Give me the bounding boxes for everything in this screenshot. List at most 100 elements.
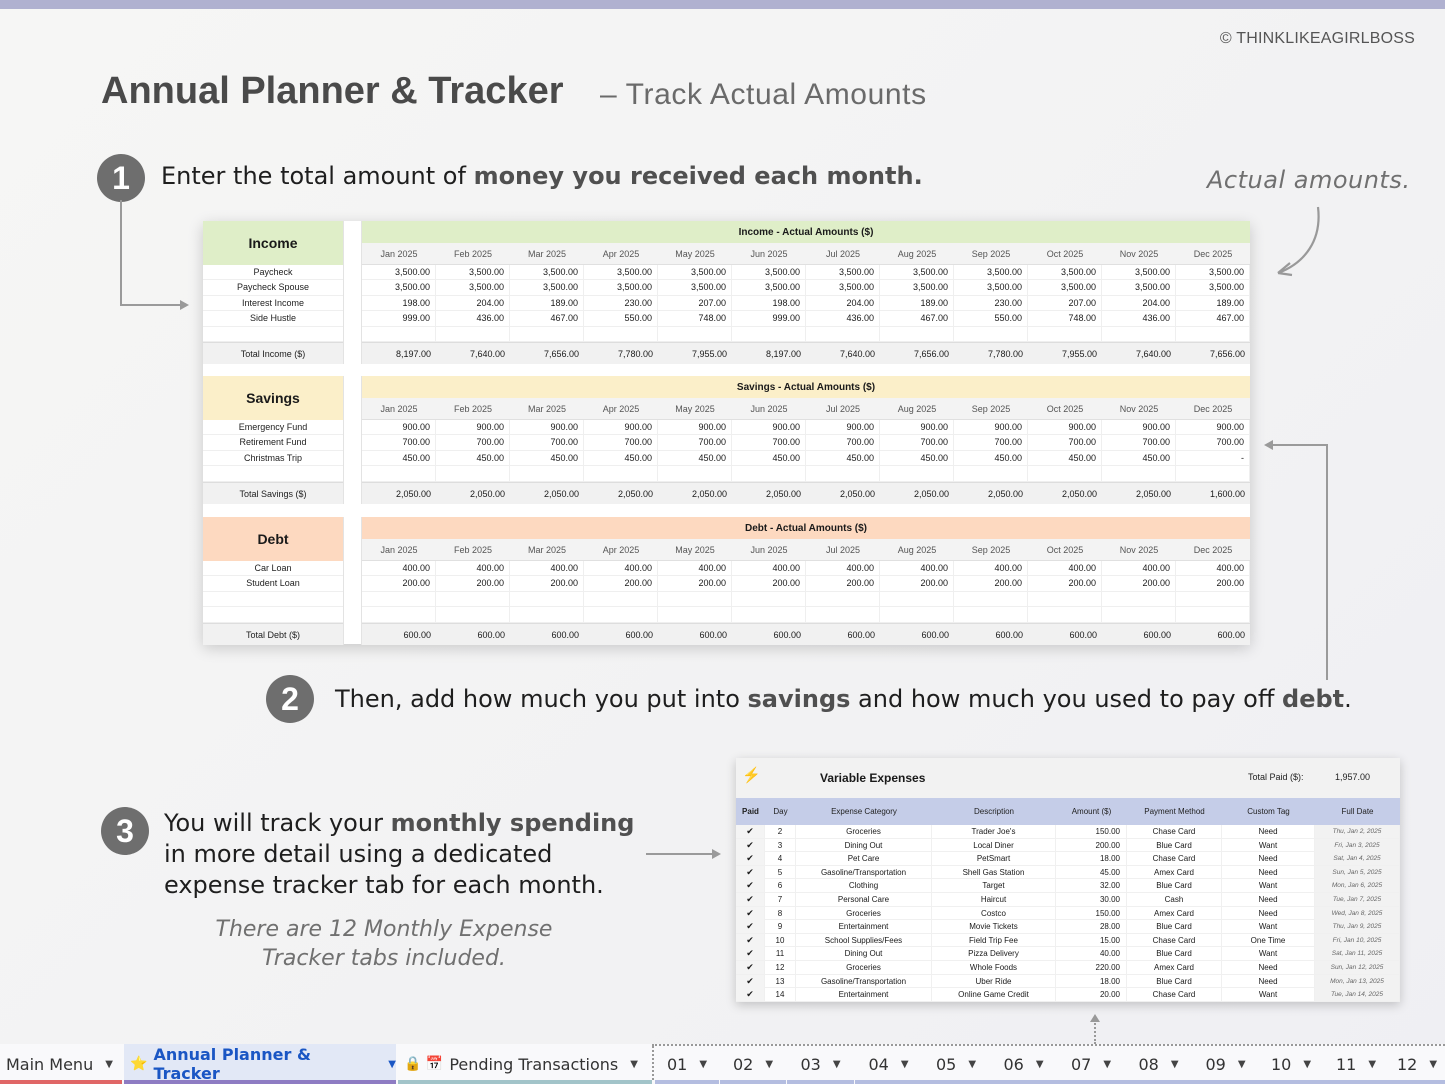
- value-cell[interactable]: 3,500.00: [954, 280, 1028, 296]
- value-cell[interactable]: 450.00: [880, 450, 954, 466]
- value-cell[interactable]: 3,500.00: [1028, 280, 1102, 296]
- value-cell[interactable]: 400.00: [1028, 561, 1102, 576]
- value-cell[interactable]: 999.00: [732, 311, 806, 327]
- chevron-down-icon[interactable]: ▼: [968, 1058, 977, 1070]
- value-cell[interactable]: [1028, 591, 1102, 607]
- value-cell[interactable]: 400.00: [362, 561, 436, 576]
- value-cell[interactable]: 450.00: [436, 450, 510, 466]
- amount-cell[interactable]: 220.00: [1056, 960, 1127, 974]
- sheet-tab-08[interactable]: 08 ▼: [1125, 1044, 1192, 1084]
- value-cell[interactable]: [732, 591, 806, 607]
- chevron-down-icon[interactable]: ▼: [388, 1058, 396, 1070]
- category-cell[interactable]: Dining Out: [796, 947, 932, 961]
- sheet-tab-10[interactable]: 10 ▼: [1259, 1044, 1323, 1084]
- custom-tag-cell[interactable]: Want: [1222, 947, 1315, 961]
- value-cell[interactable]: 700.00: [806, 435, 880, 451]
- row-label[interactable]: Interest Income: [203, 296, 343, 312]
- value-cell[interactable]: 400.00: [954, 561, 1028, 576]
- sheet-tab-06[interactable]: 06 ▼: [990, 1044, 1057, 1084]
- custom-tag-cell[interactable]: Want: [1222, 838, 1315, 852]
- value-cell[interactable]: 700.00: [362, 435, 436, 451]
- value-cell[interactable]: [436, 326, 510, 341]
- value-cell[interactable]: [1176, 591, 1250, 607]
- value-cell[interactable]: 700.00: [954, 435, 1028, 451]
- amount-cell[interactable]: 15.00: [1056, 933, 1127, 947]
- custom-tag-cell[interactable]: Want: [1222, 879, 1315, 893]
- sheet-tab-main-menu[interactable]: Main Menu ▼: [0, 1044, 122, 1084]
- paid-checkbox[interactable]: ✔: [736, 906, 765, 920]
- value-cell[interactable]: [732, 326, 806, 341]
- value-cell[interactable]: 207.00: [658, 295, 732, 311]
- payment-method-cell[interactable]: Blue Card: [1127, 838, 1222, 852]
- value-cell[interactable]: 550.00: [954, 311, 1028, 327]
- paid-checkbox[interactable]: ✔: [736, 988, 765, 1002]
- value-cell[interactable]: 198.00: [732, 295, 806, 311]
- value-cell[interactable]: 900.00: [732, 420, 806, 435]
- value-cell[interactable]: [1176, 607, 1250, 622]
- custom-tag-cell[interactable]: Need: [1222, 852, 1315, 866]
- value-cell[interactable]: 200.00: [1102, 576, 1176, 592]
- value-cell[interactable]: 3,500.00: [584, 265, 658, 280]
- day-cell[interactable]: 13: [765, 974, 796, 988]
- value-cell[interactable]: 200.00: [436, 576, 510, 592]
- row-label[interactable]: Retirement Fund: [203, 435, 343, 451]
- amount-cell[interactable]: 20.00: [1056, 988, 1127, 1002]
- value-cell[interactable]: 400.00: [1176, 561, 1250, 576]
- value-cell[interactable]: 700.00: [1028, 435, 1102, 451]
- value-cell[interactable]: [436, 591, 510, 607]
- value-cell[interactable]: 3,500.00: [1102, 280, 1176, 296]
- row-label[interactable]: Christmas Trip: [203, 451, 343, 467]
- value-cell[interactable]: 700.00: [732, 435, 806, 451]
- description-cell[interactable]: Costco: [932, 906, 1056, 920]
- amount-cell[interactable]: 32.00: [1056, 879, 1127, 893]
- sheet-tab-pending-transactions[interactable]: 🔒 📅 Pending Transactions ▼: [398, 1044, 652, 1084]
- value-cell[interactable]: [806, 466, 880, 481]
- value-cell[interactable]: 200.00: [584, 576, 658, 592]
- category-cell[interactable]: Groceries: [796, 906, 932, 920]
- value-cell[interactable]: 400.00: [880, 561, 954, 576]
- value-cell[interactable]: 900.00: [658, 420, 732, 435]
- description-cell[interactable]: Field Trip Fee: [932, 933, 1056, 947]
- value-cell[interactable]: 3,500.00: [436, 280, 510, 296]
- value-cell[interactable]: 700.00: [1102, 435, 1176, 451]
- value-cell[interactable]: 204.00: [806, 295, 880, 311]
- row-label[interactable]: [203, 327, 343, 342]
- value-cell[interactable]: 3,500.00: [436, 265, 510, 280]
- chevron-down-icon[interactable]: ▼: [630, 1058, 638, 1070]
- value-cell[interactable]: 400.00: [1102, 561, 1176, 576]
- description-cell[interactable]: Pizza Delivery: [932, 947, 1056, 961]
- value-cell[interactable]: [1102, 607, 1176, 622]
- value-cell[interactable]: 200.00: [806, 576, 880, 592]
- value-cell[interactable]: 3,500.00: [362, 265, 436, 280]
- category-cell[interactable]: Entertainment: [796, 920, 932, 934]
- value-cell[interactable]: [362, 326, 436, 341]
- value-cell[interactable]: 900.00: [1102, 420, 1176, 435]
- value-cell[interactable]: 200.00: [880, 576, 954, 592]
- value-cell[interactable]: 900.00: [362, 420, 436, 435]
- value-cell[interactable]: [880, 591, 954, 607]
- value-cell[interactable]: 3,500.00: [658, 265, 732, 280]
- chevron-down-icon[interactable]: ▼: [699, 1058, 708, 1070]
- value-cell[interactable]: 436.00: [1102, 311, 1176, 327]
- sheet-tab-12[interactable]: 12 ▼: [1389, 1044, 1445, 1084]
- value-cell[interactable]: 700.00: [1176, 435, 1250, 451]
- value-cell[interactable]: 3,500.00: [658, 280, 732, 296]
- value-cell[interactable]: 450.00: [584, 450, 658, 466]
- amount-cell[interactable]: 200.00: [1056, 838, 1127, 852]
- value-cell[interactable]: 200.00: [362, 576, 436, 592]
- value-cell[interactable]: 3,500.00: [954, 265, 1028, 280]
- category-cell[interactable]: Clothing: [796, 879, 932, 893]
- value-cell[interactable]: 450.00: [658, 450, 732, 466]
- value-cell[interactable]: 200.00: [658, 576, 732, 592]
- row-label[interactable]: Car Loan: [203, 561, 343, 577]
- row-label[interactable]: Paycheck Spouse: [203, 280, 343, 296]
- value-cell[interactable]: 3,500.00: [362, 280, 436, 296]
- value-cell[interactable]: 400.00: [732, 561, 806, 576]
- value-cell[interactable]: 550.00: [584, 311, 658, 327]
- chevron-down-icon[interactable]: ▼: [1368, 1058, 1377, 1070]
- value-cell[interactable]: 3,500.00: [510, 280, 584, 296]
- value-cell[interactable]: 700.00: [880, 435, 954, 451]
- value-cell[interactable]: [584, 326, 658, 341]
- paid-checkbox[interactable]: ✔: [736, 947, 765, 961]
- value-cell[interactable]: 207.00: [1028, 295, 1102, 311]
